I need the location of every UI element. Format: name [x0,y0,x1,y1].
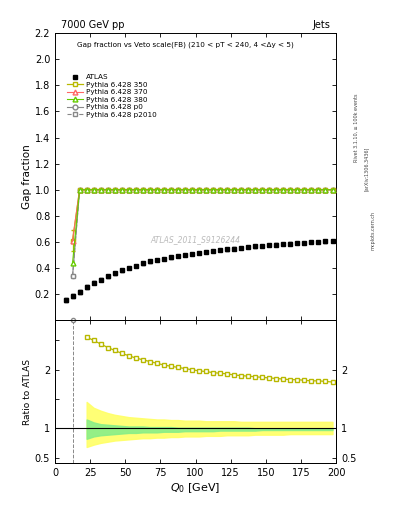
Text: Jets: Jets [312,20,331,30]
X-axis label: $Q_0$ [GeV]: $Q_0$ [GeV] [170,481,221,495]
Text: [arXiv:1306.3436]: [arXiv:1306.3436] [364,147,369,191]
Text: 7000 GeV pp: 7000 GeV pp [61,20,124,30]
Y-axis label: Gap fraction: Gap fraction [22,144,32,209]
Text: mcplots.cern.ch: mcplots.cern.ch [370,211,375,250]
Y-axis label: Ratio to ATLAS: Ratio to ATLAS [23,359,32,424]
Legend: ATLAS, Pythia 6.428 350, Pythia 6.428 370, Pythia 6.428 380, Pythia 6.428 p0, Py: ATLAS, Pythia 6.428 350, Pythia 6.428 37… [67,74,156,118]
Text: ATLAS_2011_S9126244: ATLAS_2011_S9126244 [151,235,241,244]
Text: Rivet 3.1.10, ≥ 100k events: Rivet 3.1.10, ≥ 100k events [354,94,359,162]
Text: Gap fraction vs Veto scale(FB) (210 < pT < 240, 4 <Δy < 5): Gap fraction vs Veto scale(FB) (210 < pT… [77,42,294,48]
